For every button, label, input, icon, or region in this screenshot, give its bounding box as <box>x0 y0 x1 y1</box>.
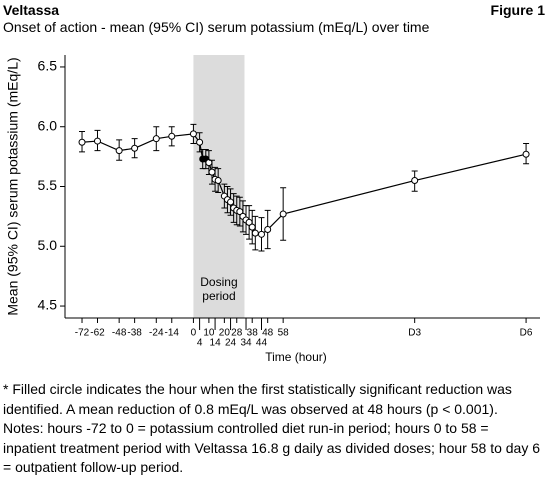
shade-label: Dosing <box>200 275 237 289</box>
x-tick-label: 34 <box>240 338 252 349</box>
data-point <box>251 229 259 237</box>
figure-number: Figure 1 <box>490 2 545 18</box>
y-tick-label: 4.5 <box>38 297 58 313</box>
data-point <box>131 144 139 152</box>
x-tick-label: 4 <box>197 338 203 349</box>
x-tick-label: 24 <box>225 338 237 349</box>
data-point <box>227 198 235 206</box>
x-tick-label: 38 <box>247 328 259 339</box>
footnote: * Filled circle indicates the hour when … <box>3 381 512 417</box>
x-tick-label: 48 <box>262 328 274 339</box>
y-axis-label: Mean (95% CI) serum potassium (mEq/L) <box>5 57 21 315</box>
x-tick-label: -72 <box>75 328 90 339</box>
x-tick-label: D3 <box>408 328 421 339</box>
data-point <box>279 210 287 218</box>
x-axis-label: Time (hour) <box>265 350 327 364</box>
data-point <box>257 230 265 238</box>
data-point <box>411 177 419 185</box>
data-point <box>115 147 123 155</box>
footnotes: * Filled circle indicates the hour when … <box>3 380 543 478</box>
data-point <box>196 138 204 146</box>
x-tick-label: 20 <box>219 328 231 339</box>
shade-label: period <box>202 289 235 303</box>
data-point <box>248 223 256 231</box>
x-tick-label: 14 <box>210 338 222 349</box>
x-tick-label: -14 <box>165 328 180 339</box>
data-point <box>168 132 176 140</box>
x-tick-label: 44 <box>256 338 268 349</box>
y-tick-label: 5.0 <box>38 237 58 253</box>
y-tick-label: 6.0 <box>38 117 58 133</box>
data-point <box>264 226 272 234</box>
data-point <box>152 135 160 143</box>
x-tick-label: -48 <box>112 328 127 339</box>
y-tick-label: 5.5 <box>38 177 58 193</box>
x-tick-label: 58 <box>278 328 290 339</box>
series-line <box>81 133 527 235</box>
brand: Veltassa <box>3 2 60 18</box>
data-point <box>208 168 216 176</box>
dosing-period <box>193 55 245 318</box>
data-point <box>522 150 530 158</box>
x-tick-label: 0 <box>191 328 197 339</box>
x-tick-label: -24 <box>149 328 164 339</box>
data-point <box>214 177 222 185</box>
footnote: Notes: hours -72 to 0 = potassium contro… <box>3 420 541 475</box>
chart-title: Onset of action - mean (95% CI) serum po… <box>3 19 430 35</box>
data-point <box>93 137 101 145</box>
x-tick-label: D6 <box>520 328 533 339</box>
x-tick-label: -62 <box>90 328 105 339</box>
data-point <box>189 130 197 138</box>
data-point <box>78 138 86 146</box>
x-tick-label: 10 <box>203 328 215 339</box>
x-tick-label: -38 <box>127 328 142 339</box>
y-tick-label: 6.5 <box>38 58 58 74</box>
x-tick-label: 28 <box>231 328 243 339</box>
